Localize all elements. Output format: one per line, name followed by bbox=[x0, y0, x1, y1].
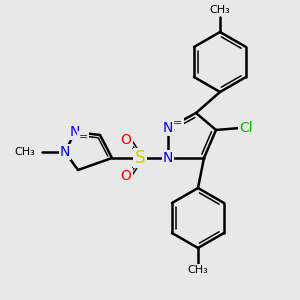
Text: CH₃: CH₃ bbox=[210, 5, 230, 15]
Text: N: N bbox=[163, 151, 173, 165]
Text: =: = bbox=[173, 118, 183, 128]
Text: CH₃: CH₃ bbox=[14, 147, 35, 157]
Text: =: = bbox=[78, 132, 88, 142]
Text: S: S bbox=[135, 149, 145, 167]
Text: CH₃: CH₃ bbox=[188, 265, 208, 275]
Text: O: O bbox=[121, 169, 131, 183]
Text: Cl: Cl bbox=[239, 121, 253, 135]
Text: N: N bbox=[60, 145, 70, 159]
Text: N: N bbox=[70, 125, 80, 139]
Text: O: O bbox=[121, 133, 131, 147]
Text: N: N bbox=[163, 121, 173, 135]
